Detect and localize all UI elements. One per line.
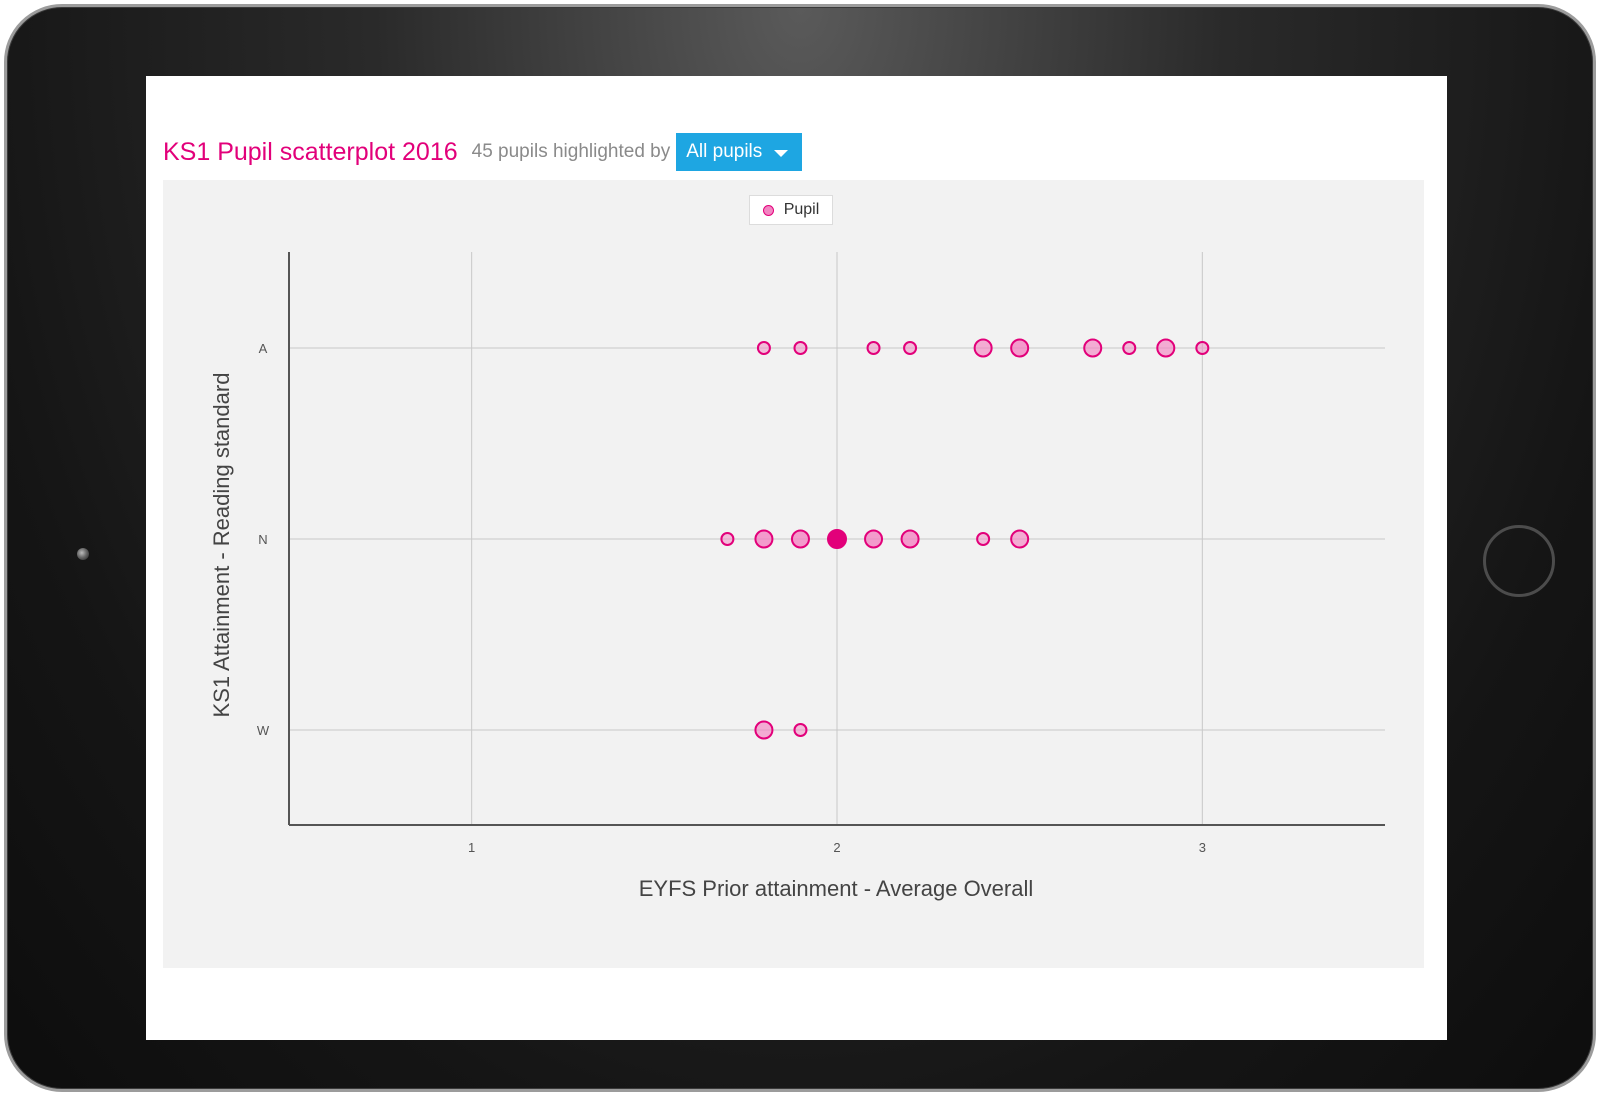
pupil-point[interactable] (1083, 338, 1103, 358)
caret-down-icon (774, 150, 789, 157)
pupil-point[interactable] (756, 341, 771, 355)
page-title: KS1 Pupil scatterplot 2016 (163, 137, 458, 166)
pupil-point[interactable] (720, 532, 735, 546)
pupil-point[interactable] (973, 338, 993, 358)
scatterplot: 1 2 3 W N A EYFS Prior attainment - Average O… (209, 252, 1385, 901)
y-tick-label: N (258, 532, 267, 547)
axis-layer: 1 2 3 W N A (257, 252, 1385, 855)
pupil-point[interactable] (1156, 338, 1176, 358)
chart-header: KS1 Pupil scatterplot 2016 45 pupils hig… (163, 132, 803, 172)
x-tick-label: 2 (833, 840, 840, 855)
pupil-point[interactable] (754, 720, 774, 740)
camera-icon (77, 548, 89, 560)
pupil-point[interactable] (1010, 338, 1030, 358)
pupil-point[interactable] (793, 723, 808, 737)
pupil-point[interactable] (793, 341, 808, 355)
legend-marker-icon (762, 204, 774, 216)
pupil-point[interactable] (1122, 341, 1137, 355)
y-axis-title: KS1 Attainment - Reading standard (209, 373, 234, 718)
point-layer (720, 338, 1210, 740)
chart-legend[interactable]: Pupil (749, 195, 833, 225)
legend-label: Pupil (783, 201, 820, 218)
pupil-point[interactable] (754, 529, 774, 549)
x-tick-label: 3 (1199, 840, 1206, 855)
pupil-point[interactable] (976, 532, 991, 546)
pupil-point[interactable] (1195, 341, 1210, 355)
y-tick-label: W (257, 723, 270, 738)
pupil-point[interactable] (790, 529, 810, 549)
highlight-filter-dropdown[interactable]: All pupils (676, 133, 803, 171)
pupil-point[interactable] (903, 341, 918, 355)
pupil-point[interactable] (866, 341, 881, 355)
pupil-point[interactable] (900, 529, 920, 549)
pupil-point[interactable] (827, 529, 847, 549)
pupil-point[interactable] (864, 529, 884, 549)
scatterplot-panel: 1 2 3 W N A EYFS Prior attainment - Average O… (163, 180, 1424, 968)
y-tick-label: A (259, 341, 268, 356)
home-button[interactable] (1483, 525, 1555, 597)
tablet-frame: KS1 Pupil scatterplot 2016 45 pupils hig… (4, 4, 1596, 1092)
x-tick-label: 1 (468, 840, 475, 855)
screen: KS1 Pupil scatterplot 2016 45 pupils hig… (146, 76, 1447, 1040)
highlight-summary: 45 pupils highlighted by (471, 141, 671, 162)
pupil-point[interactable] (1010, 529, 1030, 549)
highlight-filter-value: All pupils (686, 141, 763, 162)
x-axis-title: EYFS Prior attainment - Average Overall (639, 876, 1034, 901)
